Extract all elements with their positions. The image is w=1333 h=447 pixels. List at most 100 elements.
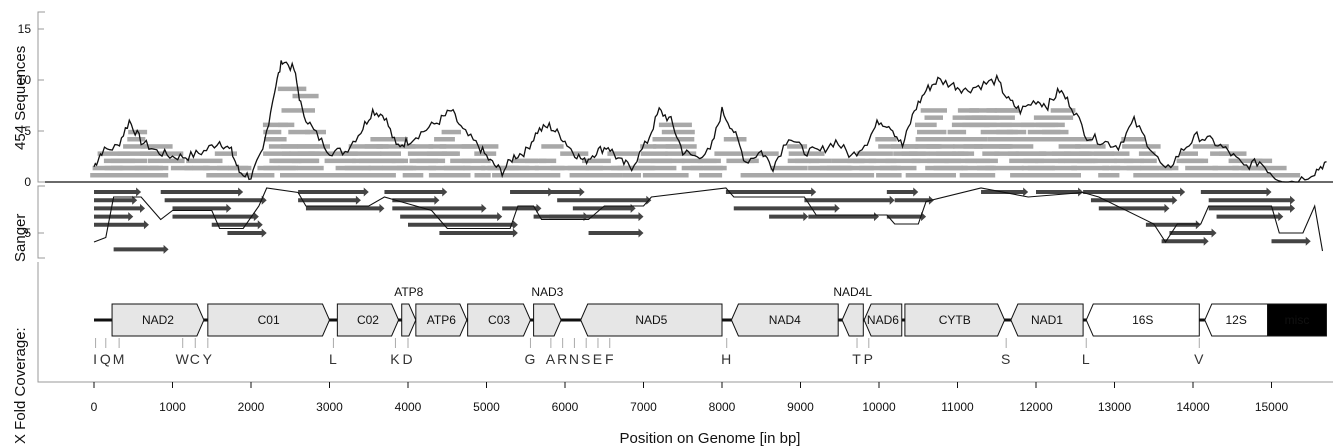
read-454	[1058, 173, 1081, 178]
trna-label: S	[581, 351, 591, 367]
read-454	[976, 158, 998, 164]
read-454	[1141, 144, 1161, 149]
read-sanger	[886, 212, 927, 222]
read-454	[1092, 158, 1117, 164]
read-454	[250, 173, 275, 178]
y-axis-454	[37, 11, 45, 183]
read-454	[538, 158, 557, 164]
read-454	[890, 165, 917, 171]
read-sanger	[113, 244, 169, 254]
read-454	[1033, 115, 1074, 120]
read-454	[859, 165, 898, 171]
x-tick-label: 3000	[316, 400, 343, 414]
read-454	[996, 129, 1014, 135]
read-454	[1140, 158, 1157, 164]
read-sanger	[160, 187, 244, 197]
read-454	[924, 115, 943, 120]
read-454	[926, 173, 956, 178]
read-sanger	[1271, 236, 1311, 246]
read-454	[856, 151, 893, 156]
read-454	[1027, 165, 1055, 171]
read-454	[192, 165, 210, 171]
read-454	[935, 137, 954, 142]
read-454	[917, 129, 947, 135]
read-454	[987, 137, 1014, 142]
x-tick-label: 15000	[1255, 400, 1289, 414]
read-454	[826, 165, 851, 171]
read-454	[994, 151, 1019, 156]
read-454	[463, 165, 486, 171]
trna-label: L	[1082, 351, 1091, 367]
read-sanger	[298, 187, 369, 197]
read-454	[909, 151, 930, 156]
read-454	[525, 173, 561, 178]
read-454	[630, 165, 655, 171]
trna-label: K	[390, 351, 400, 367]
read-sanger	[572, 203, 636, 213]
read-sanger	[392, 203, 487, 213]
read-454	[1212, 173, 1232, 178]
read-sanger	[1208, 195, 1296, 205]
read-454	[885, 158, 921, 164]
read-454	[1058, 144, 1081, 149]
read-454	[206, 173, 225, 178]
read-454	[305, 129, 326, 135]
gene-nad5	[580, 303, 723, 337]
y-axis-sanger	[37, 185, 45, 259]
read-sanger	[1216, 212, 1284, 222]
read-454	[1114, 158, 1134, 164]
read-454	[441, 151, 458, 156]
read-sanger	[808, 212, 879, 222]
read-454	[262, 122, 289, 128]
trna-label: T	[852, 351, 862, 367]
read-454	[607, 151, 639, 156]
read-454	[936, 151, 965, 156]
read-454	[853, 158, 877, 164]
gene-atp8	[401, 303, 417, 337]
read-sanger	[1169, 228, 1217, 238]
read-454	[439, 144, 477, 149]
read-454	[263, 129, 282, 135]
gene-nad3	[533, 303, 562, 337]
read-sanger	[557, 195, 652, 205]
read-454	[595, 173, 623, 178]
read-454	[370, 137, 408, 142]
read-454	[1240, 173, 1276, 178]
tick-label-454: 10	[18, 73, 32, 87]
read-454	[983, 115, 1015, 120]
read-454	[368, 173, 396, 178]
read-454	[1147, 173, 1180, 178]
x-tick-label: 12000	[1019, 400, 1053, 414]
x-axis-title: Position on Genome [in bp]	[620, 430, 801, 447]
read-sanger	[1161, 236, 1209, 246]
x-tick-label: 5000	[473, 400, 500, 414]
read-sanger	[733, 203, 840, 213]
read-454	[292, 93, 319, 99]
read-sanger	[545, 187, 585, 197]
gene-label: NAD6	[867, 313, 899, 327]
read-sanger	[804, 195, 895, 205]
read-454	[443, 165, 471, 171]
read-sanger	[392, 195, 440, 205]
tick-labels-454: 0 5 10 15	[18, 22, 44, 189]
x-tick-label: 11000	[941, 400, 974, 414]
read-454	[1042, 129, 1069, 135]
y-axis-bottom	[37, 262, 1333, 383]
trna-label: M	[113, 351, 126, 367]
read-454	[403, 165, 437, 171]
read-sanger	[94, 187, 142, 197]
read-454	[697, 158, 721, 164]
read-454	[740, 151, 779, 156]
read-454	[703, 165, 723, 171]
read-454	[944, 158, 977, 164]
read-454	[308, 151, 346, 156]
read-454	[117, 151, 157, 156]
read-454	[1138, 151, 1156, 156]
read-454	[800, 173, 818, 178]
read-454	[582, 158, 611, 164]
read-454	[1098, 173, 1120, 178]
read-454	[346, 173, 365, 178]
y-label-sanger: Sanger	[12, 214, 29, 262]
read-454	[1039, 173, 1066, 178]
